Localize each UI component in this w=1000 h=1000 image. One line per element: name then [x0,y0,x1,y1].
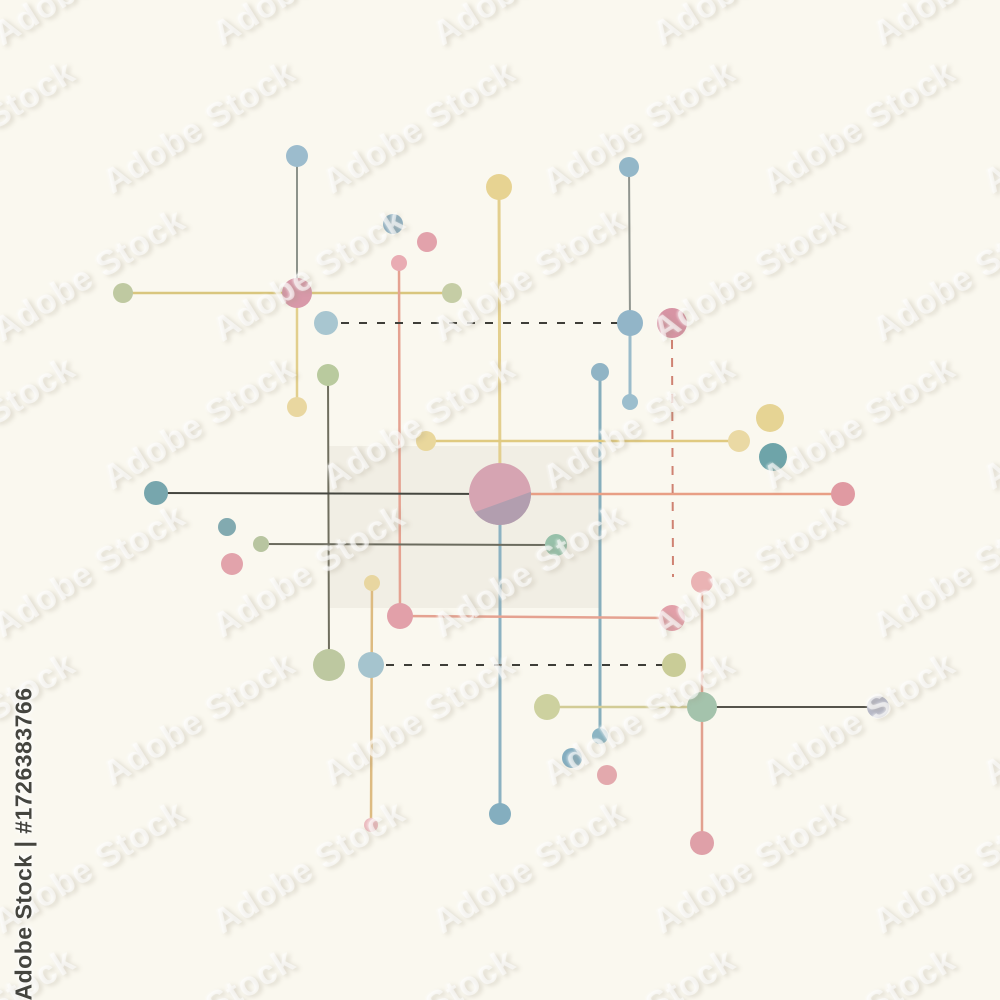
dot [662,653,686,677]
dot [690,831,714,855]
dot [387,603,413,629]
dot [417,232,437,252]
dot [113,283,133,303]
dot [659,605,685,631]
dot [545,534,567,556]
dot [314,311,338,335]
dot [486,174,512,200]
dot [619,157,639,177]
connector-line [327,374,330,666]
dot [831,482,855,506]
dot [442,283,462,303]
dot [591,363,609,381]
dot [383,214,403,234]
dot [287,397,307,417]
dot [221,553,243,575]
dot [358,652,384,678]
dot [364,575,380,591]
dot [391,255,407,271]
dot [759,443,787,471]
connector-line [397,261,402,618]
dot [617,310,643,336]
dot [489,803,511,825]
dashed-connector-line [671,339,674,578]
connector-line [369,581,374,827]
dot [657,308,687,338]
dot [534,694,560,720]
dot [364,818,378,832]
dot [687,692,717,722]
dot [253,536,269,552]
dot [691,571,713,593]
dot [286,145,308,167]
dot [622,394,638,410]
connector-line [497,185,502,496]
dot [313,649,345,681]
connector-line [628,166,631,324]
connector-line [398,614,674,620]
dot [144,481,168,505]
dot [867,696,889,718]
dot [282,278,312,308]
dot [597,765,617,785]
dot [317,364,339,386]
dot [592,728,608,744]
dot [218,518,236,536]
dot [562,748,582,768]
dot [416,431,436,451]
watermark-id-label: Adobe Stock | #1726383766 [10,687,37,1000]
dot [756,404,784,432]
connector-line [260,543,557,546]
connector-line [155,492,501,495]
dot [728,430,750,452]
